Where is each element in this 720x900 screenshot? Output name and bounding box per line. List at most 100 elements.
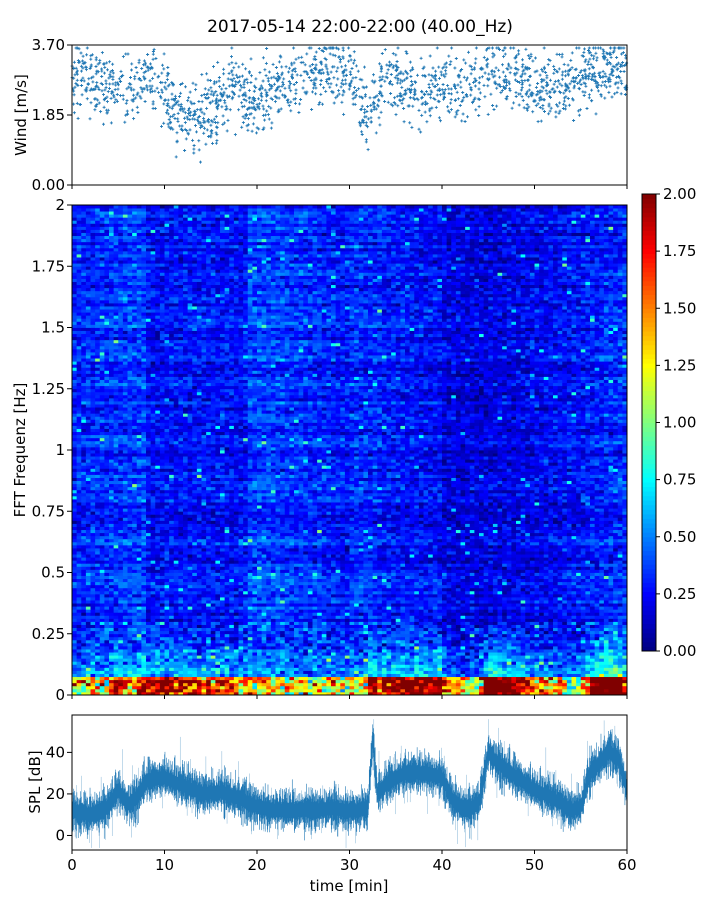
spectrogram-cell: [387, 680, 392, 683]
spectrogram-cell: [479, 649, 484, 652]
spectrogram-cell: [400, 649, 405, 652]
spectrogram-cell: [604, 634, 609, 637]
spectrogram-cell: [428, 683, 433, 686]
spectrogram-cell: [595, 609, 600, 612]
spectrogram-cell: [132, 649, 137, 652]
spectrogram-cell: [451, 582, 456, 585]
spectrogram-cell: [262, 667, 267, 670]
spectrogram-cell: [613, 686, 618, 689]
spectrogram-cell: [567, 625, 572, 628]
spectrogram-cell: [350, 573, 355, 576]
spectrogram-cell: [211, 566, 216, 569]
spectrogram-cell: [299, 634, 304, 637]
spectrogram-cell: [609, 637, 614, 640]
spectrogram-cell: [95, 609, 100, 612]
spectrogram-cell: [169, 600, 174, 603]
spectrogram-cell: [169, 649, 174, 652]
spectrogram-cell: [289, 652, 294, 655]
spectrogram-cell: [262, 576, 267, 579]
spectrogram-cell: [368, 603, 373, 606]
spectrogram-cell: [581, 661, 586, 664]
spectrogram-cell: [345, 591, 350, 594]
spectrogram-cell: [169, 573, 174, 576]
spectrogram-cell: [373, 569, 378, 572]
spectrogram-cell: [303, 674, 308, 677]
spectrogram-cell: [169, 686, 174, 689]
spectrogram-cell: [146, 646, 151, 649]
spectrogram-cell: [424, 573, 429, 576]
spectrogram-cell: [280, 683, 285, 686]
spectrogram-cell: [271, 585, 276, 588]
spectrogram-cell: [239, 576, 244, 579]
spectrogram-cell: [280, 612, 285, 615]
spectrogram-cell: [132, 652, 137, 655]
spectrogram-cell: [155, 579, 160, 582]
spectrogram-cell: [474, 655, 479, 658]
spectrogram-cell: [225, 661, 230, 664]
spectrogram-cell: [192, 640, 197, 643]
spectrogram-cell: [359, 640, 364, 643]
spectrogram-cell: [160, 569, 165, 572]
spectrogram-cell: [502, 671, 507, 674]
spectrogram-cell: [498, 640, 503, 643]
spectrogram-cell: [498, 579, 503, 582]
spectrogram-cell: [118, 603, 123, 606]
spectrogram-cell: [530, 658, 535, 661]
spectrogram-cell: [313, 588, 318, 591]
spectrogram-cell: [215, 609, 220, 612]
spectrogram-cell: [507, 573, 512, 576]
spectrogram-cell: [248, 689, 253, 692]
spectrogram-cell: [525, 606, 530, 609]
spectrogram-cell: [114, 667, 119, 670]
spectrogram-cell: [363, 649, 368, 652]
spectrogram-cell: [155, 576, 160, 579]
spectrogram-cell: [331, 576, 336, 579]
spectrogram-cell: [498, 569, 503, 572]
spectrogram-cell: [313, 579, 318, 582]
spectrogram-cell: [530, 680, 535, 683]
spectrogram-cell: [548, 618, 553, 621]
spectrogram-cell: [192, 634, 197, 637]
spectrogram-cell: [535, 588, 540, 591]
spectrogram-cell: [502, 625, 507, 628]
spectrogram-cell: [229, 609, 234, 612]
spectrogram-cell: [595, 680, 600, 683]
spectrogram-cell: [474, 667, 479, 670]
spectrogram-cell: [363, 600, 368, 603]
spectrogram-cell: [461, 612, 466, 615]
spectrogram-cell: [377, 609, 382, 612]
spectrogram-cell: [303, 689, 308, 692]
spectrogram-cell: [382, 634, 387, 637]
spectrogram-cell: [595, 612, 600, 615]
spectrogram-cell: [479, 646, 484, 649]
spectrogram-cell: [109, 597, 114, 600]
spectrogram-cell: [81, 594, 86, 597]
spectrogram-cell: [433, 631, 438, 634]
spectrogram-cell: [525, 674, 530, 677]
spectrogram-cell: [146, 661, 151, 664]
spectrogram-cell: [419, 609, 424, 612]
spectrogram-cell: [474, 674, 479, 677]
spectrogram-cell: [382, 652, 387, 655]
spectrogram-cell: [447, 600, 452, 603]
spectrogram-cell: [100, 646, 105, 649]
spectrogram-cell: [516, 612, 521, 615]
spectrogram-cell: [141, 634, 146, 637]
spectrogram-cell: [488, 683, 493, 686]
spectrogram-cell: [456, 588, 461, 591]
spectrogram-cell: [114, 640, 119, 643]
spectrogram-cell: [451, 612, 456, 615]
spectrogram-cell: [400, 640, 405, 643]
spectrogram-cell: [243, 618, 248, 621]
spectrogram-cell: [373, 603, 378, 606]
spectrogram-cell: [387, 689, 392, 692]
spectrogram-cell: [266, 686, 271, 689]
spectrogram-cell: [498, 600, 503, 603]
spectrogram-cell: [317, 591, 322, 594]
spectrogram-cell: [215, 680, 220, 683]
spectrogram-cell: [442, 618, 447, 621]
spectrogram-cell: [239, 637, 244, 640]
spectrogram-cell: [211, 643, 216, 646]
spectrogram-cell: [266, 576, 271, 579]
spectrogram-cell: [257, 576, 262, 579]
